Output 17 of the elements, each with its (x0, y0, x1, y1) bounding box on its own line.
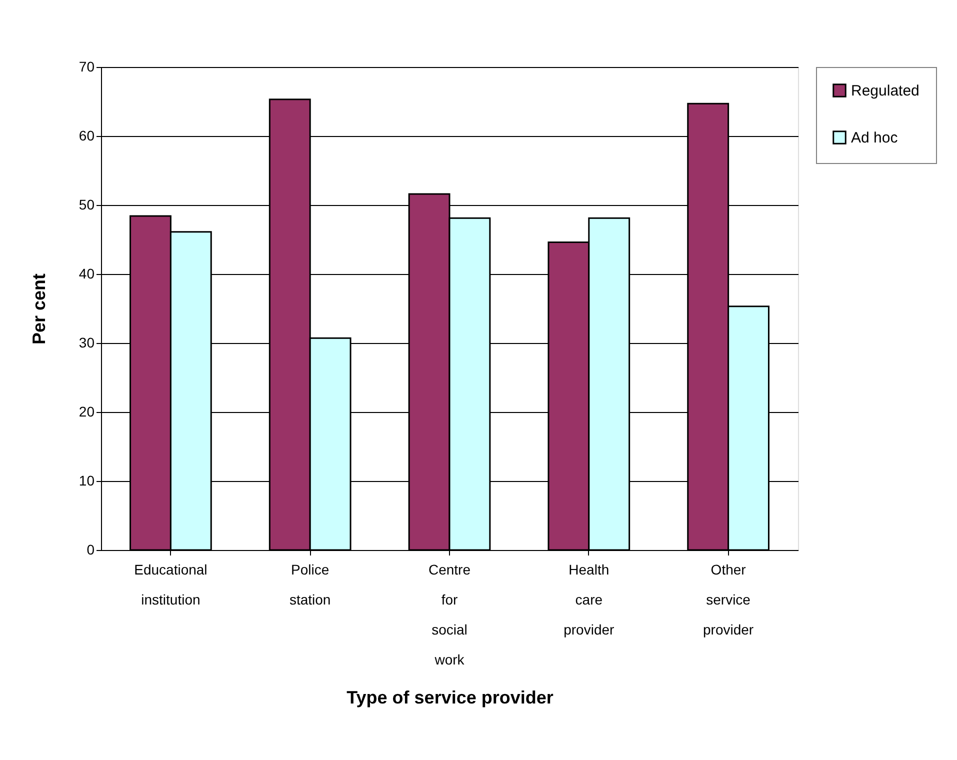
legend-label: Regulated (851, 82, 920, 100)
legend-label: Ad hoc (851, 130, 898, 146)
x-tick-label: Police station (289, 562, 331, 608)
y-tick-label: 30 (78, 334, 95, 350)
y-tick-label: 10 (78, 472, 95, 488)
y-tick-label: 60 (78, 128, 95, 144)
x-tick-label: Health care provider (564, 562, 615, 638)
x-tick-label: Educational institution (134, 562, 208, 608)
x-tick-label: Other service provider (703, 562, 754, 638)
y-tick-label: 40 (78, 266, 95, 282)
y-axis-title: Per cent (28, 273, 49, 345)
y-tick-label: 50 (78, 196, 95, 212)
y-tick-label: 20 (78, 404, 95, 420)
y-tick-label: 0 (86, 542, 95, 558)
x-tick-label: Centre for social work (428, 562, 471, 668)
y-tick-label: 70 (78, 58, 95, 74)
x-axis-title: Type of service provider (346, 688, 554, 708)
